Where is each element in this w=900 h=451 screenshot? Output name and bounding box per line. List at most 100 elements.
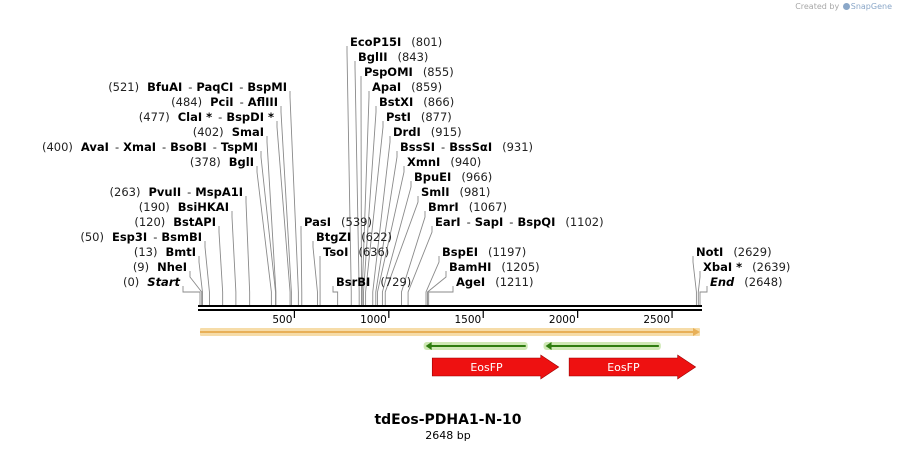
restriction-site-label: (190) BsiHKAI bbox=[139, 200, 229, 214]
site-position: (1197) bbox=[488, 245, 526, 259]
enzyme-name: EcoP15I bbox=[350, 35, 401, 49]
sequence-end-label: End (2648) bbox=[710, 275, 783, 289]
site-position: (400) bbox=[42, 140, 73, 154]
site-position: (931) bbox=[502, 140, 533, 154]
site-separator: - bbox=[162, 140, 166, 154]
site-separator: - bbox=[153, 230, 157, 244]
enzyme-name: XbaI * bbox=[703, 260, 742, 274]
cut-site-leader bbox=[300, 226, 303, 305]
site-separator: - bbox=[441, 140, 445, 154]
site-separator: - bbox=[240, 95, 244, 109]
orf-arrowhead bbox=[693, 328, 700, 336]
enzyme-name: AgeI bbox=[456, 275, 485, 289]
orf-track bbox=[200, 328, 700, 336]
enzyme-name: PstI bbox=[386, 110, 411, 124]
ruler-tick-label: 1000 bbox=[360, 314, 387, 326]
restriction-site-label: (9) NheI bbox=[133, 260, 187, 274]
restriction-site-label: (50) Esp3I - BsmBI bbox=[80, 230, 202, 244]
end-label-name: Start bbox=[147, 275, 180, 289]
enzyme-name: XmnI bbox=[407, 155, 440, 169]
ruler-tick-label: 500 bbox=[272, 314, 292, 326]
cut-site-leader bbox=[260, 151, 276, 305]
site-position: (981) bbox=[460, 185, 491, 199]
cut-site-leader bbox=[204, 241, 210, 305]
enzyme-name: PasI bbox=[304, 215, 331, 229]
map-title: tdEos-PDHA1-N-10 bbox=[374, 412, 521, 428]
site-separator: - bbox=[239, 80, 243, 94]
enzyme-name: BmtI bbox=[165, 245, 196, 259]
cut-site-leader bbox=[428, 286, 454, 305]
cut-site-leader bbox=[245, 196, 251, 305]
credit-brand: SnapGene bbox=[850, 2, 892, 11]
enzyme-name: NotI bbox=[696, 245, 723, 259]
feature-label: EosFP bbox=[607, 361, 640, 374]
site-position: (729) bbox=[380, 275, 411, 289]
site-position: (2629) bbox=[733, 245, 771, 259]
enzyme-name: PvuII bbox=[148, 185, 181, 199]
enzyme-name: BglII bbox=[358, 50, 388, 64]
restriction-site-label: XmnI (940) bbox=[407, 155, 481, 169]
site-position: (50) bbox=[80, 230, 104, 244]
restriction-site-label: DrdI (915) bbox=[393, 125, 462, 139]
enzyme-name: EarI bbox=[435, 215, 461, 229]
restriction-site-label: BtgZI (622) bbox=[316, 230, 392, 244]
site-position: (866) bbox=[423, 95, 454, 109]
enzyme-name: BamHI bbox=[449, 260, 491, 274]
site-separator: - bbox=[188, 80, 192, 94]
feature-track: EosFP EosFP bbox=[431, 354, 697, 380]
restriction-site-label: PstI (877) bbox=[386, 110, 452, 124]
restriction-site-label: (378) BglI bbox=[190, 155, 254, 169]
site-separator: - bbox=[509, 215, 513, 229]
site-position: (477) bbox=[139, 110, 170, 124]
enzyme-name: BtgZI bbox=[316, 230, 351, 244]
cut-site-leader bbox=[289, 91, 299, 305]
cut-site-leader bbox=[401, 211, 426, 305]
cut-site-leader bbox=[346, 46, 352, 305]
cut-site-leader bbox=[692, 256, 697, 305]
cut-site-leader bbox=[198, 256, 203, 305]
primer-track bbox=[423, 342, 661, 350]
ruler-ticks: 500 1000 1500 2000 2500 bbox=[272, 311, 673, 326]
enzyme-name: ClaI * bbox=[178, 110, 212, 124]
site-position: (2639) bbox=[752, 260, 790, 274]
cut-site-leader bbox=[384, 196, 419, 305]
site-position: (1067) bbox=[469, 200, 507, 214]
enzyme-name: BsiHKAI bbox=[178, 200, 229, 214]
restriction-site-label: ApaI (859) bbox=[372, 80, 442, 94]
site-position: (13) bbox=[134, 245, 158, 259]
enzyme-name: TsoI bbox=[323, 245, 348, 259]
restriction-site-label: SmlI (981) bbox=[421, 185, 490, 199]
cut-site-labels: (0) Start(9) NheI(13) BmtI(50) Esp3I - BsmBI(1… bbox=[42, 35, 790, 289]
site-position: (636) bbox=[358, 245, 389, 259]
restriction-site-label: BstXI (866) bbox=[379, 95, 454, 109]
enzyme-name: PaqCI bbox=[196, 80, 233, 94]
snapgene-credit: Created by SnapGene bbox=[795, 2, 892, 11]
enzyme-name: TspMI bbox=[221, 140, 258, 154]
enzyme-name: BfuAI bbox=[147, 80, 182, 94]
enzyme-name: Esp3I bbox=[112, 230, 147, 244]
enzyme-name: DrdI bbox=[393, 125, 421, 139]
restriction-site-label: BpuEI (966) bbox=[414, 170, 492, 184]
ruler-tick-label: 1500 bbox=[454, 314, 481, 326]
enzyme-name: BspMI bbox=[247, 80, 287, 94]
restriction-site-label: BssSI - BssSαI (931) bbox=[400, 140, 533, 154]
site-position: (378) bbox=[190, 155, 221, 169]
restriction-site-label: PspOMI (855) bbox=[364, 65, 454, 79]
enzyme-name: BssSαI bbox=[449, 140, 492, 154]
cut-site-leader bbox=[256, 166, 272, 305]
cut-site-leader bbox=[363, 106, 377, 305]
cut-site-leader bbox=[266, 136, 277, 305]
restriction-site-label: (477) ClaI * - BspDI * bbox=[139, 110, 274, 124]
enzyme-name: SapI bbox=[475, 215, 504, 229]
ruler-tick-label: 2500 bbox=[643, 314, 670, 326]
restriction-site-label: PasI (539) bbox=[304, 215, 372, 229]
cut-site-leader bbox=[697, 271, 701, 305]
enzyme-name: BssSI bbox=[400, 140, 435, 154]
site-position: (915) bbox=[431, 125, 462, 139]
cut-site-leader bbox=[361, 91, 370, 305]
enzyme-name: BsrBI bbox=[336, 275, 370, 289]
cut-site-leader bbox=[218, 226, 224, 305]
restriction-site-label: (13) BmtI bbox=[134, 245, 196, 259]
cut-site-leader bbox=[427, 271, 447, 305]
feature-arrow-eosfp bbox=[568, 354, 697, 380]
